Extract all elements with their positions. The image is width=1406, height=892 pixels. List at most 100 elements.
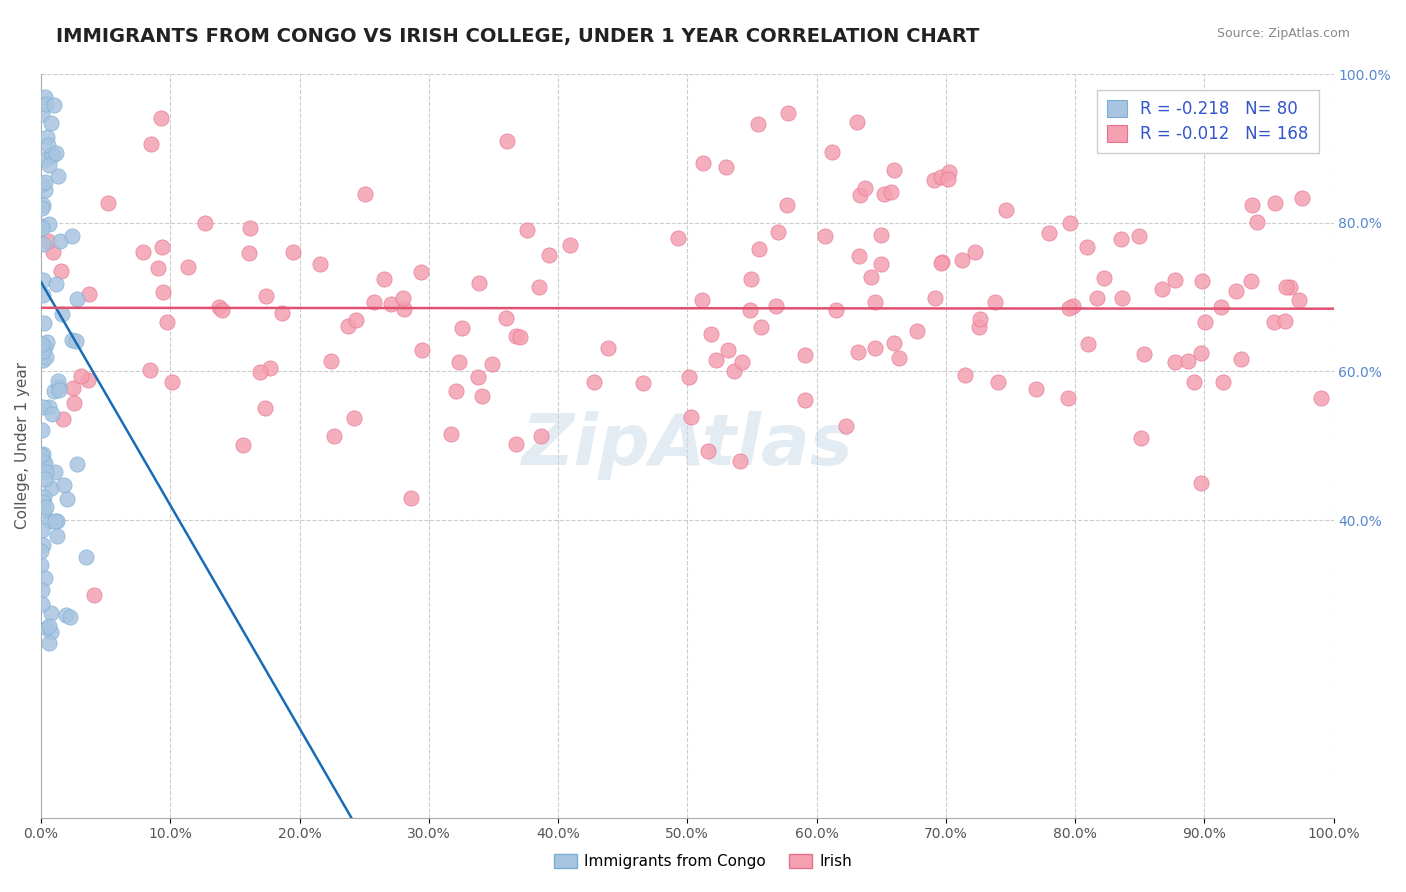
Point: [692, 155, 714, 169]
Point: [31, 598, 53, 612]
Point: [1189, 475, 1212, 490]
Point: [922, 173, 945, 187]
Point: [880, 185, 903, 199]
Point: [409, 265, 432, 279]
Point: [1279, 280, 1302, 294]
Point: [401, 491, 423, 505]
Point: [747, 117, 769, 131]
Point: [1077, 337, 1099, 351]
Point: [131, 245, 153, 260]
Point: [309, 257, 332, 271]
Point: [1025, 382, 1047, 396]
Point: [69, 368, 91, 383]
Point: [42, 384, 65, 399]
Point: [32, 353, 55, 368]
Point: [450, 320, 472, 334]
Point: [481, 357, 503, 371]
Point: [1164, 273, 1187, 287]
Point: [336, 319, 359, 334]
Point: [39, 481, 62, 495]
Point: [821, 145, 844, 159]
Point: [363, 294, 385, 309]
Point: [1150, 282, 1173, 296]
Point: [65, 334, 87, 348]
Point: [35, 152, 58, 166]
Point: [34, 456, 56, 470]
Point: [515, 223, 537, 237]
Point: [1288, 293, 1310, 307]
Point: [1240, 198, 1263, 212]
Point: [31, 423, 53, 437]
Point: [34, 465, 56, 479]
Point: [849, 188, 872, 202]
Point: [717, 343, 740, 358]
Point: [39, 624, 62, 639]
Point: [31, 337, 53, 351]
Point: [34, 176, 56, 190]
Text: Source: ZipAtlas.com: Source: ZipAtlas.com: [1216, 27, 1350, 40]
Point: [37, 234, 59, 248]
Point: [1291, 191, 1313, 205]
Point: [924, 291, 946, 305]
Point: [48, 380, 70, 394]
Point: [905, 324, 928, 338]
Point: [931, 255, 953, 269]
Point: [75, 549, 97, 564]
Point: [505, 436, 527, 450]
Point: [776, 198, 799, 212]
Point: [468, 276, 491, 290]
Point: [31, 107, 53, 121]
Point: [873, 187, 896, 202]
Point: [869, 227, 891, 242]
Point: [38, 400, 60, 414]
Point: [322, 428, 344, 442]
Point: [704, 352, 727, 367]
Point: [32, 198, 55, 212]
Point: [31, 446, 53, 460]
Point: [35, 97, 58, 112]
Point: [35, 500, 58, 515]
Point: [1130, 431, 1153, 445]
Point: [846, 344, 869, 359]
Point: [950, 252, 973, 267]
Point: [987, 376, 1010, 390]
Point: [319, 353, 342, 368]
Point: [700, 326, 723, 341]
Point: [392, 291, 415, 305]
Point: [558, 237, 581, 252]
Point: [35, 621, 58, 635]
Point: [1182, 375, 1205, 389]
Point: [45, 528, 67, 542]
Point: [39, 514, 62, 528]
Point: [748, 242, 770, 256]
Point: [30, 544, 52, 558]
Point: [31, 523, 53, 537]
Point: [259, 361, 281, 376]
Point: [1164, 355, 1187, 369]
Point: [793, 348, 815, 362]
Point: [538, 248, 561, 262]
Point: [37, 137, 59, 152]
Point: [32, 503, 55, 517]
Point: [38, 217, 60, 231]
Point: [440, 426, 463, 441]
Point: [778, 106, 800, 120]
Point: [32, 495, 55, 509]
Point: [249, 365, 271, 379]
Point: [865, 294, 887, 309]
Point: [765, 300, 787, 314]
Point: [444, 384, 467, 398]
Point: [1225, 284, 1247, 298]
Point: [814, 228, 837, 243]
Point: [1263, 315, 1285, 329]
Point: [31, 287, 53, 301]
Point: [1057, 301, 1080, 315]
Point: [697, 443, 720, 458]
Point: [883, 163, 905, 178]
Point: [42, 244, 65, 259]
Point: [411, 343, 433, 357]
Point: [825, 303, 848, 318]
Point: [39, 606, 62, 620]
Point: [929, 255, 952, 269]
Point: [679, 409, 702, 424]
